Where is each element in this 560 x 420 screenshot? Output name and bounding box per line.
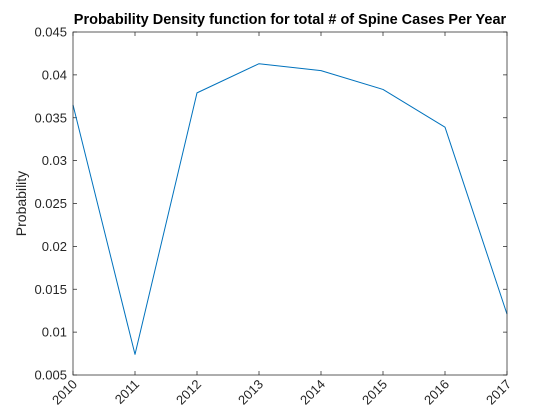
y-tick-label: 0.035 — [34, 110, 67, 125]
y-tick-label: 0.045 — [34, 25, 67, 40]
x-axis-tick-labels: 2010 2011 2012 2013 2014 2015 2016 2017 — [49, 377, 514, 408]
x-axis-ticks — [72, 32, 508, 375]
x-tick-label: 2016 — [421, 377, 452, 408]
series-line — [72, 63, 508, 355]
x-tick-label: 2014 — [297, 377, 328, 408]
y-tick-label: 0.03 — [42, 153, 67, 168]
y-tick-label: 0.04 — [42, 67, 67, 82]
y-tick-label: 0.005 — [34, 368, 67, 383]
series-layer — [72, 63, 508, 355]
plot-area — [73, 32, 507, 375]
x-tick-label: 2012 — [173, 377, 204, 408]
y-tick-label: 0.02 — [42, 239, 67, 254]
y-tick-label: 0.01 — [42, 325, 67, 340]
y-tick-label: 0.025 — [34, 196, 67, 211]
y-axis-title: Probability — [13, 171, 29, 236]
x-tick-label: 2017 — [483, 377, 514, 408]
plot-border — [72, 31, 508, 376]
y-tick-label: 0.015 — [34, 282, 67, 297]
x-tick-label: 2015 — [359, 377, 390, 408]
y-axis-tick-labels: 0.005 0.01 0.015 0.02 0.025 0.03 0.035 0.04 0.04… — [34, 25, 67, 383]
x-tick-label: 2011 — [112, 377, 142, 407]
chart-title: Probability Density function for total #… — [74, 12, 507, 28]
x-tick-label: 2013 — [235, 377, 266, 408]
